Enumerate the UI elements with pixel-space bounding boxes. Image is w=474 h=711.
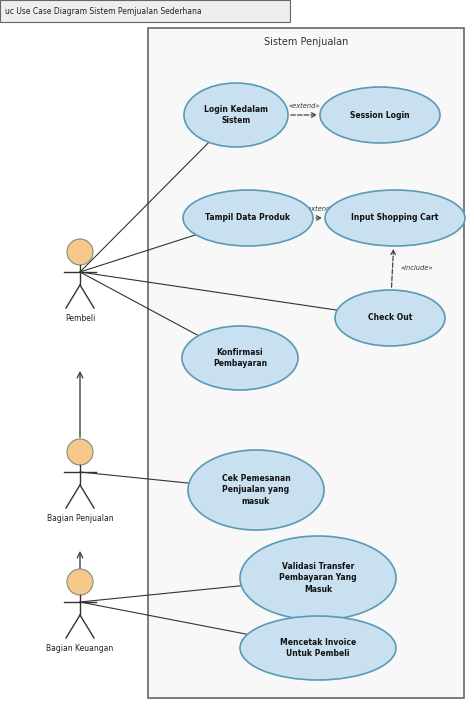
Text: Mencetak Invoice
Untuk Pembeli: Mencetak Invoice Untuk Pembeli [280,638,356,658]
Circle shape [67,569,93,595]
Bar [0,0,290,22]
Ellipse shape [188,450,324,530]
Text: «extend»: «extend» [303,206,335,212]
Text: Cek Pemesanan
Penjualan yang
masuk: Cek Pemesanan Penjualan yang masuk [222,474,291,506]
Text: Login Kedalam
Sistem: Login Kedalam Sistem [204,105,268,125]
Text: Check Out: Check Out [368,314,412,323]
Ellipse shape [183,190,313,246]
Bar [148,28,464,698]
Text: Validasi Transfer
Pembayaran Yang
Masuk: Validasi Transfer Pembayaran Yang Masuk [279,562,357,594]
Text: Pembeli: Pembeli [65,314,95,323]
Ellipse shape [320,87,440,143]
Circle shape [67,239,93,265]
Text: «include»: «include» [401,265,433,271]
Text: Tampil Data Produk: Tampil Data Produk [206,213,291,223]
Ellipse shape [240,536,396,620]
Text: uc Use Case Diagram Sistem Pemjualan Sederhana: uc Use Case Diagram Sistem Pemjualan Sed… [5,6,201,16]
Text: Session Login: Session Login [350,110,410,119]
Text: Sistem Penjualan: Sistem Penjualan [264,37,348,47]
Ellipse shape [240,616,396,680]
Ellipse shape [184,83,288,147]
Text: Bagian Penjualan: Bagian Penjualan [46,514,113,523]
Text: Input Shopping Cart: Input Shopping Cart [351,213,439,223]
Ellipse shape [335,290,445,346]
Text: Bagian Keuangan: Bagian Keuangan [46,644,114,653]
Circle shape [67,439,93,465]
Text: «extend»: «extend» [288,103,320,109]
Text: Konfirmasi
Pembayaran: Konfirmasi Pembayaran [213,348,267,368]
Ellipse shape [325,190,465,246]
Ellipse shape [182,326,298,390]
